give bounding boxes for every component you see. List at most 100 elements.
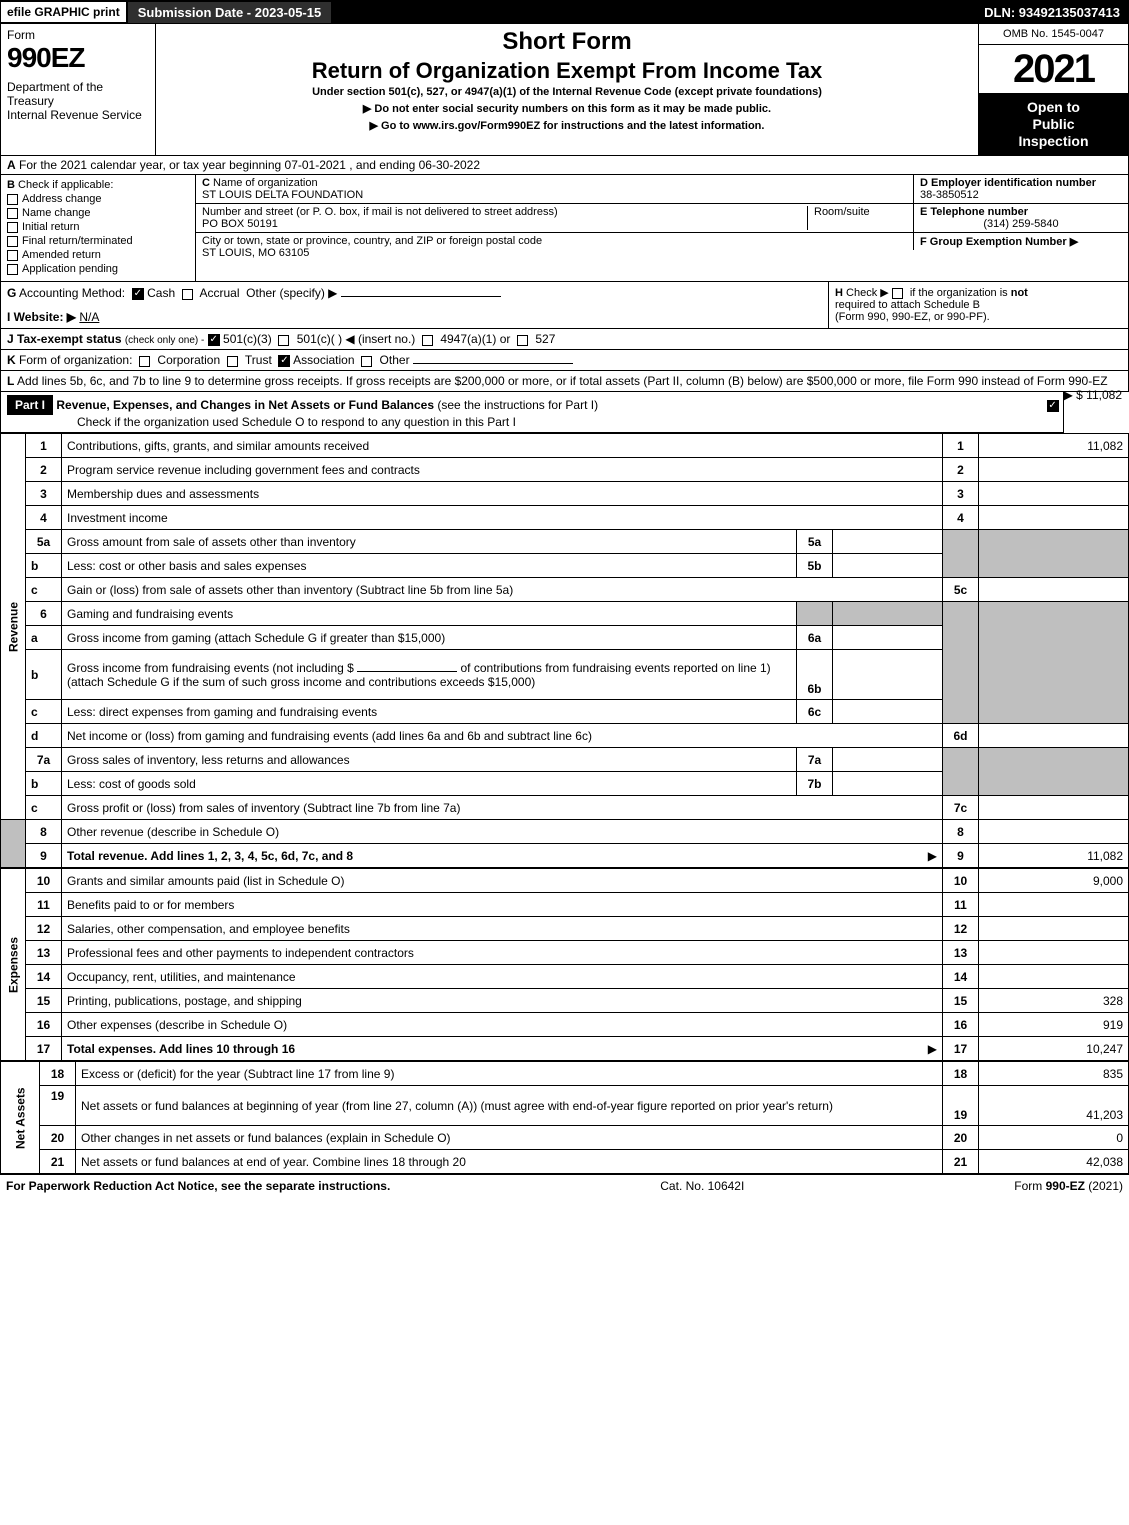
- table-row: Net Assets 18 Excess or (deficit) for th…: [1, 1062, 1129, 1086]
- line-11-amount: [979, 893, 1129, 917]
- section-bcdef: B Check if applicable: Address change Na…: [0, 175, 1129, 282]
- table-row: c Gross profit or (loss) from sales of i…: [1, 796, 1129, 820]
- line-5c-desc: Gain or (loss) from sale of assets other…: [62, 578, 943, 602]
- table-row: Expenses 10 Grants and similar amounts p…: [1, 869, 1129, 893]
- line-6c-desc: Less: direct expenses from gaming and fu…: [62, 700, 797, 724]
- room-suite-label: Room/suite: [807, 206, 907, 230]
- checkbox-other[interactable]: [361, 356, 372, 367]
- efile-prefix: efile: [7, 5, 34, 19]
- checkbox-501c[interactable]: [278, 335, 289, 346]
- checkbox-schedule-b[interactable]: [892, 288, 903, 299]
- chk-final-return[interactable]: Final return/terminated: [7, 235, 189, 247]
- line-7a-subamt: [833, 748, 943, 772]
- checkbox-trust[interactable]: [227, 356, 238, 367]
- line-6a-desc: Gross income from gaming (attach Schedul…: [62, 626, 797, 650]
- cell-e-phone: E Telephone number (314) 259-5840: [913, 204, 1128, 233]
- table-row: 4 Investment income 4: [1, 506, 1129, 530]
- row-a-text: For the 2021 calendar year, or tax year …: [19, 158, 480, 172]
- org-name: ST LOUIS DELTA FOUNDATION: [202, 189, 363, 201]
- submission-date: Submission Date - 2023-05-15: [126, 2, 334, 23]
- under-section-text: Under section 501(c), 527, or 4947(a)(1)…: [164, 86, 970, 98]
- revenue-table: Revenue 1 Contributions, gifts, grants, …: [0, 433, 1129, 868]
- table-row: 15 Printing, publications, postage, and …: [1, 989, 1129, 1013]
- line-7b-desc: Less: cost of goods sold: [62, 772, 797, 796]
- table-row: c Gain or (loss) from sale of assets oth…: [1, 578, 1129, 602]
- name-label: Name of organization: [213, 177, 318, 189]
- checkbox-527[interactable]: [517, 335, 528, 346]
- table-row: 11 Benefits paid to or for members 11: [1, 893, 1129, 917]
- checkbox-accrual[interactable]: [182, 289, 193, 300]
- line-5b-subamt: [833, 554, 943, 578]
- line-2-amount: [979, 458, 1129, 482]
- table-row: 5a Gross amount from sale of assets othe…: [1, 530, 1129, 554]
- line-13-amount: [979, 941, 1129, 965]
- chk-address-change[interactable]: Address change: [7, 193, 189, 205]
- table-row: 20 Other changes in net assets or fund b…: [1, 1126, 1129, 1150]
- omb-number: OMB No. 1545-0047: [979, 24, 1128, 45]
- line-14-desc: Occupancy, rent, utilities, and maintena…: [62, 965, 943, 989]
- checkbox-4947[interactable]: [422, 335, 433, 346]
- city-label: City or town, state or province, country…: [202, 235, 907, 247]
- footer-left: For Paperwork Reduction Act Notice, see …: [6, 1179, 390, 1193]
- column-b-checkboxes: B Check if applicable: Address change Na…: [1, 175, 196, 281]
- irs-label: Internal Revenue Service: [7, 108, 149, 122]
- line-1-desc: Contributions, gifts, grants, and simila…: [62, 434, 943, 458]
- header-center: Short Form Return of Organization Exempt…: [156, 24, 978, 155]
- check-if-applicable: Check if applicable:: [18, 179, 113, 191]
- chk-name-change[interactable]: Name change: [7, 207, 189, 219]
- table-row: 14 Occupancy, rent, utilities, and maint…: [1, 965, 1129, 989]
- footer-right: Form 990-EZ (2021): [1014, 1179, 1123, 1193]
- row-k-form-of-org: K Form of organization: Corporation Trus…: [0, 350, 1129, 371]
- line-6b-desc: Gross income from fundraising events (no…: [62, 650, 797, 700]
- checkbox-schedule-o-checked[interactable]: [1047, 400, 1059, 412]
- efile-graphic-print-link[interactable]: efile GRAPHIC print: [1, 2, 126, 22]
- expenses-table: Expenses 10 Grants and similar amounts p…: [0, 868, 1129, 1061]
- table-row: d Net income or (loss) from gaming and f…: [1, 724, 1129, 748]
- line-13-desc: Professional fees and other payments to …: [62, 941, 943, 965]
- line-15-amount: 328: [979, 989, 1129, 1013]
- footer-center: Cat. No. 10642I: [660, 1179, 744, 1193]
- line-6a-subamt: [833, 626, 943, 650]
- part-1-paren: (see the instructions for Part I): [437, 398, 598, 412]
- line-6d-amount: [979, 724, 1129, 748]
- line-18-desc: Excess or (deficit) for the year (Subtra…: [76, 1062, 943, 1086]
- line-3-amount: [979, 482, 1129, 506]
- line-6b-subamt: [833, 650, 943, 700]
- checkbox-association-checked[interactable]: [278, 355, 290, 367]
- chk-application-pending[interactable]: Application pending: [7, 263, 189, 275]
- header-left: Form 990EZ Department of the Treasury In…: [1, 24, 156, 155]
- goto-link[interactable]: ▶ Go to www.irs.gov/Form990EZ for instru…: [164, 119, 970, 132]
- checkbox-501c3-checked[interactable]: [208, 334, 220, 346]
- line-19-desc: Net assets or fund balances at beginning…: [76, 1086, 943, 1126]
- line-14-amount: [979, 965, 1129, 989]
- checkbox-corporation[interactable]: [139, 356, 150, 367]
- top-bar: efile GRAPHIC print Submission Date - 20…: [0, 0, 1129, 24]
- vert-label-revenue: Revenue: [1, 434, 26, 820]
- line-19-amount: 41,203: [979, 1086, 1129, 1126]
- accounting-method-label: Accounting Method:: [19, 286, 125, 300]
- line-5a-desc: Gross amount from sale of assets other t…: [62, 530, 797, 554]
- column-def: D Employer identification number 38-3850…: [913, 175, 1128, 281]
- label-c: C: [202, 177, 210, 189]
- line-10-desc: Grants and similar amounts paid (list in…: [62, 869, 943, 893]
- checkbox-cash-checked[interactable]: [132, 288, 144, 300]
- part-1-badge: Part I: [7, 395, 53, 415]
- row-h-schedule-b: H Check ▶ if the organization is not req…: [828, 282, 1128, 328]
- line-5a-subamt: [833, 530, 943, 554]
- line-10-amount: 9,000: [979, 869, 1129, 893]
- table-row: 3 Membership dues and assessments 3: [1, 482, 1129, 506]
- net-assets-table: Net Assets 18 Excess or (deficit) for th…: [0, 1061, 1129, 1174]
- line-16-desc: Other expenses (describe in Schedule O): [62, 1013, 943, 1037]
- chk-initial-return[interactable]: Initial return: [7, 221, 189, 233]
- chk-amended-return[interactable]: Amended return: [7, 249, 189, 261]
- checkbox-icon: [7, 264, 18, 275]
- line-20-amount: 0: [979, 1126, 1129, 1150]
- part-1-header-row: Part I Revenue, Expenses, and Changes in…: [0, 392, 1064, 433]
- efile-suffix: print: [93, 5, 120, 19]
- line-17-amount: 10,247: [979, 1037, 1129, 1061]
- table-row: Revenue 1 Contributions, gifts, grants, …: [1, 434, 1129, 458]
- line-1-amount: 11,082: [979, 434, 1129, 458]
- line-5b-desc: Less: cost or other basis and sales expe…: [62, 554, 797, 578]
- checkbox-icon: [7, 194, 18, 205]
- label-g: G: [7, 286, 16, 300]
